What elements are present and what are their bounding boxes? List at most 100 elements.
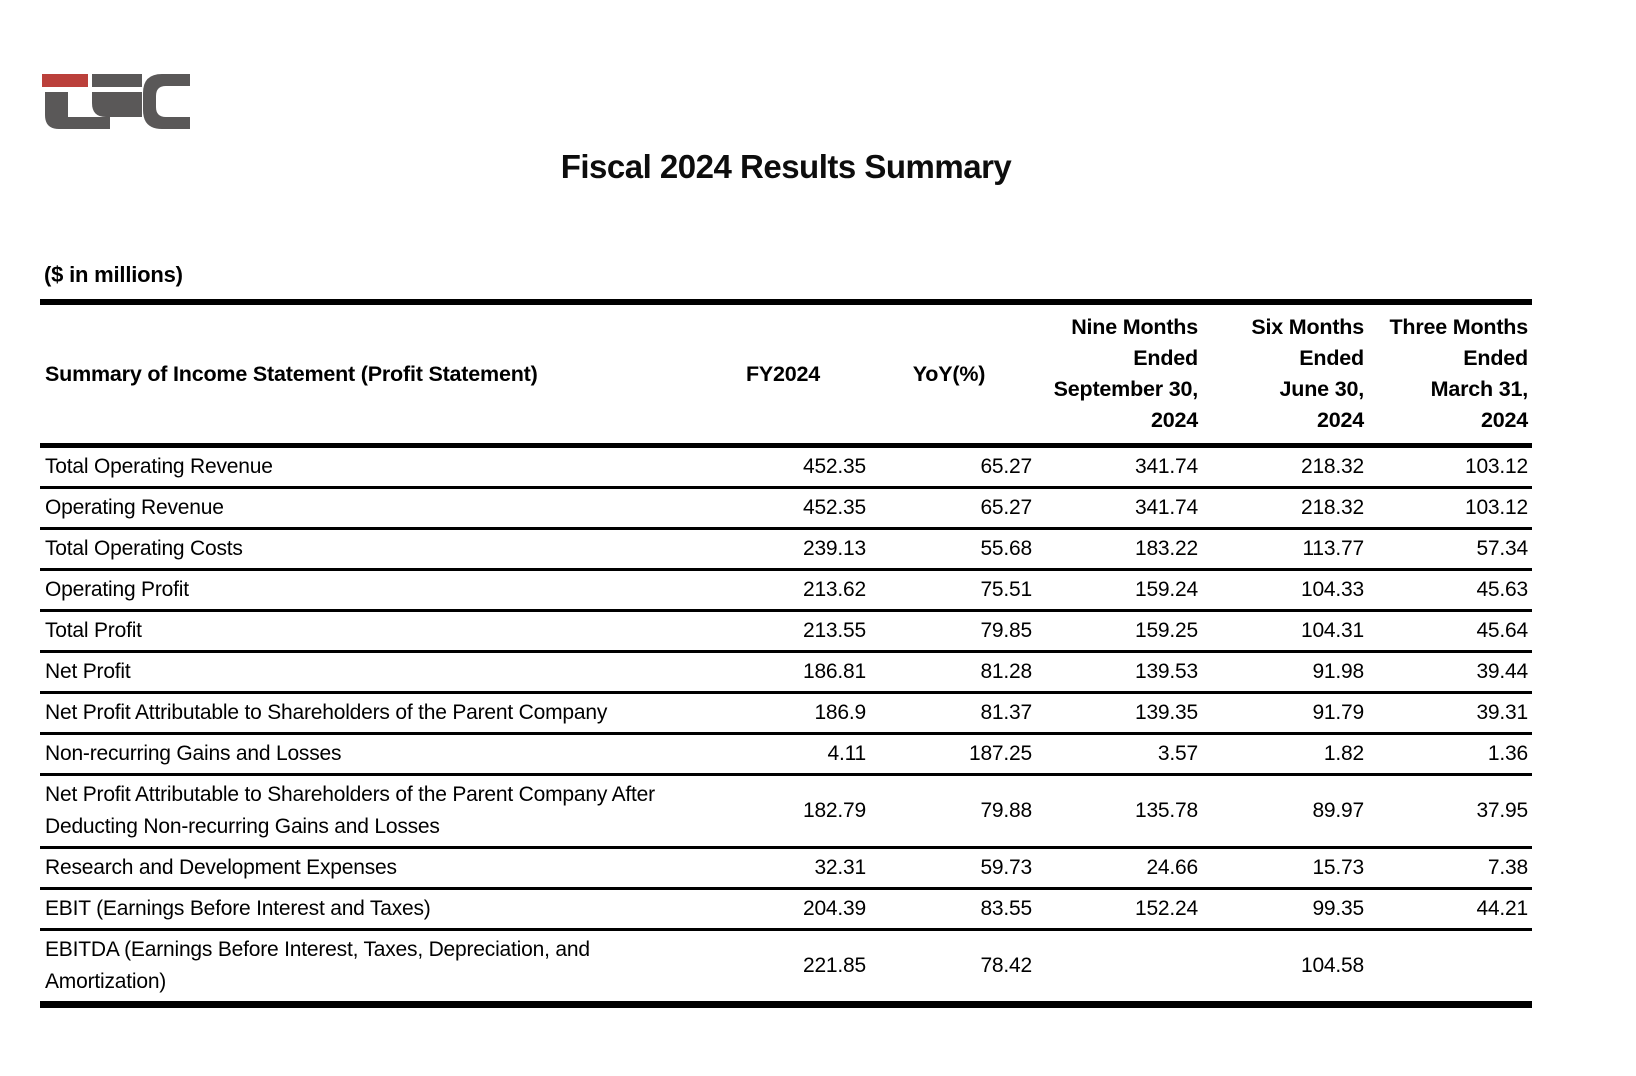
header-nine-months-line1: Nine Months — [1071, 315, 1198, 339]
row-label-cell: Total Profit — [45, 619, 142, 642]
header-six-months-line1: Six Months — [1251, 315, 1364, 339]
yoy-cell: 79.88 — [980, 799, 1032, 822]
nine-months-cell — [1032, 930, 1198, 1005]
fy2024-cell: 239.13 — [802, 537, 866, 560]
row-label-cell: Net Profit — [45, 660, 131, 683]
six-months-cell: 104.31 — [1300, 619, 1364, 642]
nine-months-cell: 159.25 — [1134, 619, 1198, 642]
yoy-cell: 81.28 — [980, 660, 1032, 683]
six-months-cell: 1.82 — [1323, 742, 1364, 765]
header-nine-months-line4: 2024 — [1150, 408, 1198, 432]
header-yoy: YoY(%) — [912, 361, 986, 386]
row-label-cell: Net Profit Attributable to Shareholders … — [45, 701, 608, 724]
logo-red-bar — [42, 74, 88, 87]
row-label-cell: Total Operating Revenue — [45, 455, 273, 478]
header-nine-months-line3: September 30, — [1053, 377, 1199, 401]
header-three-months-line1: Three Months — [1389, 315, 1528, 339]
table-row: Net Profit 186.81 81.28 139.53 91.98 39.… — [40, 652, 1532, 693]
three-months-cell: 103.12 — [1464, 496, 1528, 519]
three-months-cell: 57.34 — [1476, 537, 1528, 560]
row-label-cell: Research and Development Expenses — [45, 856, 397, 879]
header-six-months-line4: 2024 — [1316, 408, 1364, 432]
fy2024-cell: 32.31 — [814, 856, 866, 879]
row-label-cell: EBIT (Earnings Before Interest and Taxes… — [45, 897, 431, 920]
row-label-cell: Net Profit Attributable to Shareholders … — [45, 783, 655, 838]
three-months-cell: 1.36 — [1487, 742, 1528, 765]
fy2024-cell: 452.35 — [802, 455, 866, 478]
six-months-cell: 218.32 — [1300, 496, 1364, 519]
yoy-cell: 65.27 — [980, 496, 1032, 519]
fy2024-cell: 213.62 — [802, 578, 866, 601]
logo-letter-f-top — [92, 74, 142, 87]
fy2024-cell: 4.11 — [827, 742, 866, 765]
header-three-months-line2: Ended — [1463, 346, 1528, 370]
income-statement-table-wrap: Summary of Income Statement (Profit Stat… — [40, 299, 1532, 1008]
table-row: Net Profit Attributable to Shareholders … — [40, 693, 1532, 734]
nine-months-cell: 3.57 — [1157, 742, 1198, 765]
fy2024-cell: 221.85 — [802, 954, 866, 977]
nine-months-cell: 341.74 — [1134, 496, 1198, 519]
yoy-cell: 83.55 — [980, 897, 1032, 920]
units-note: ($ in millions) — [44, 262, 183, 287]
table-row: Research and Development Expenses 32.31 … — [40, 848, 1532, 889]
yoy-cell: 55.68 — [980, 537, 1032, 560]
table-row: Net Profit Attributable to Shareholders … — [40, 775, 1532, 848]
three-months-cell: 7.38 — [1487, 856, 1528, 879]
three-months-cell: 44.21 — [1476, 897, 1528, 920]
header-three-months-line4: 2024 — [1480, 408, 1528, 432]
table-row: Total Profit 213.55 79.85 159.25 104.31 … — [40, 611, 1532, 652]
logo-letter-c — [143, 74, 190, 129]
nine-months-cell: 341.74 — [1134, 455, 1198, 478]
six-months-cell: 99.35 — [1312, 897, 1364, 920]
three-months-cell: 45.64 — [1476, 619, 1528, 642]
page-title: Fiscal 2024 Results Summary — [560, 148, 1012, 185]
income-statement-table: Summary of Income Statement (Profit Stat… — [40, 299, 1532, 1008]
header-statement-label: Summary of Income Statement (Profit Stat… — [45, 361, 538, 386]
fy2024-cell: 186.9 — [814, 701, 866, 724]
row-label-cell: Total Operating Costs — [45, 537, 243, 560]
table-row: EBIT (Earnings Before Interest and Taxes… — [40, 889, 1532, 930]
nine-months-cell: 139.35 — [1134, 701, 1198, 724]
yoy-cell: 78.42 — [980, 954, 1032, 977]
six-months-cell: 113.77 — [1302, 537, 1365, 560]
six-months-cell: 104.58 — [1300, 954, 1364, 977]
nine-months-cell: 159.24 — [1134, 578, 1198, 601]
nine-months-cell: 139.53 — [1134, 660, 1198, 683]
yoy-cell: 65.27 — [980, 455, 1032, 478]
six-months-cell: 91.79 — [1312, 701, 1364, 724]
nine-months-cell: 152.24 — [1134, 897, 1198, 920]
nine-months-cell: 183.22 — [1134, 537, 1198, 560]
header-six-months-line3: June 30, — [1279, 377, 1365, 401]
yoy-cell: 79.85 — [980, 619, 1032, 642]
yoy-cell: 187.25 — [968, 742, 1032, 765]
six-months-cell: 104.33 — [1300, 578, 1364, 601]
yoy-cell: 81.37 — [980, 701, 1032, 724]
three-months-cell — [1364, 930, 1532, 1005]
table-header-row: Summary of Income Statement (Profit Stat… — [40, 302, 1532, 446]
six-months-cell: 15.73 — [1312, 856, 1364, 879]
fy2024-cell: 204.39 — [802, 897, 866, 920]
header-fy2024: FY2024 — [745, 361, 821, 386]
table-row: Operating Revenue 452.35 65.27 341.74 21… — [40, 488, 1532, 529]
logo-letter-f-body — [92, 92, 142, 117]
table-row: Operating Profit 213.62 75.51 159.24 104… — [40, 570, 1532, 611]
six-months-cell: 91.98 — [1312, 660, 1364, 683]
logo-letter-l — [45, 92, 110, 129]
nine-months-cell: 24.66 — [1146, 856, 1198, 879]
three-months-cell: 39.31 — [1476, 701, 1528, 724]
row-label-cell: Operating Revenue — [45, 496, 224, 519]
yoy-cell: 59.73 — [980, 856, 1032, 879]
header-nine-months: Nine Months Ended September 30, 2024 — [1032, 302, 1199, 446]
table-row: Total Operating Costs 239.13 55.68 183.2… — [40, 529, 1532, 570]
table-row: Non-recurring Gains and Losses 4.11 187.… — [40, 734, 1532, 775]
row-label-cell: Non-recurring Gains and Losses — [45, 742, 342, 765]
header-three-months-line3: March 31, — [1430, 377, 1529, 401]
fy2024-cell: 213.55 — [802, 619, 866, 642]
table-row: EBITDA (Earnings Before Interest, Taxes,… — [40, 930, 1532, 1005]
yoy-cell: 75.51 — [980, 578, 1032, 601]
fy2024-cell: 452.35 — [802, 496, 866, 519]
table-row: Total Operating Revenue 452.35 65.27 341… — [40, 446, 1532, 488]
header-six-months-line2: Ended — [1299, 346, 1364, 370]
lfc-logo — [42, 74, 190, 129]
